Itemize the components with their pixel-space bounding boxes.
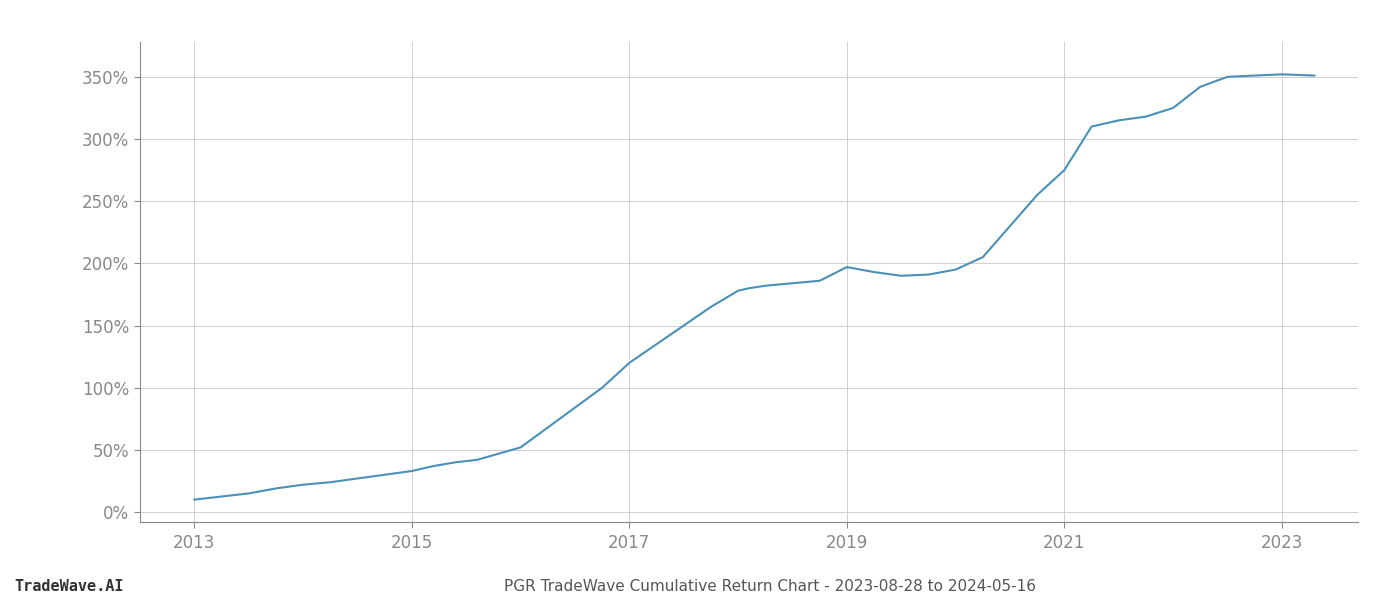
Text: PGR TradeWave Cumulative Return Chart - 2023-08-28 to 2024-05-16: PGR TradeWave Cumulative Return Chart - …: [504, 579, 1036, 594]
Text: TradeWave.AI: TradeWave.AI: [14, 579, 123, 594]
